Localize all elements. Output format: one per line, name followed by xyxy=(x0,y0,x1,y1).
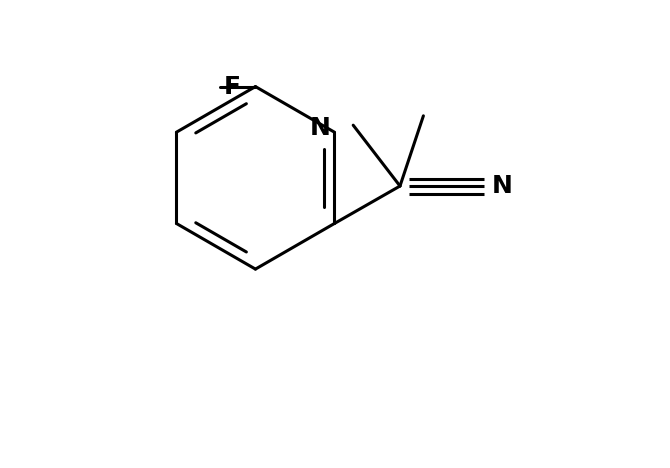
Text: N: N xyxy=(310,116,331,139)
Text: N: N xyxy=(491,174,512,198)
Text: F: F xyxy=(224,74,241,99)
